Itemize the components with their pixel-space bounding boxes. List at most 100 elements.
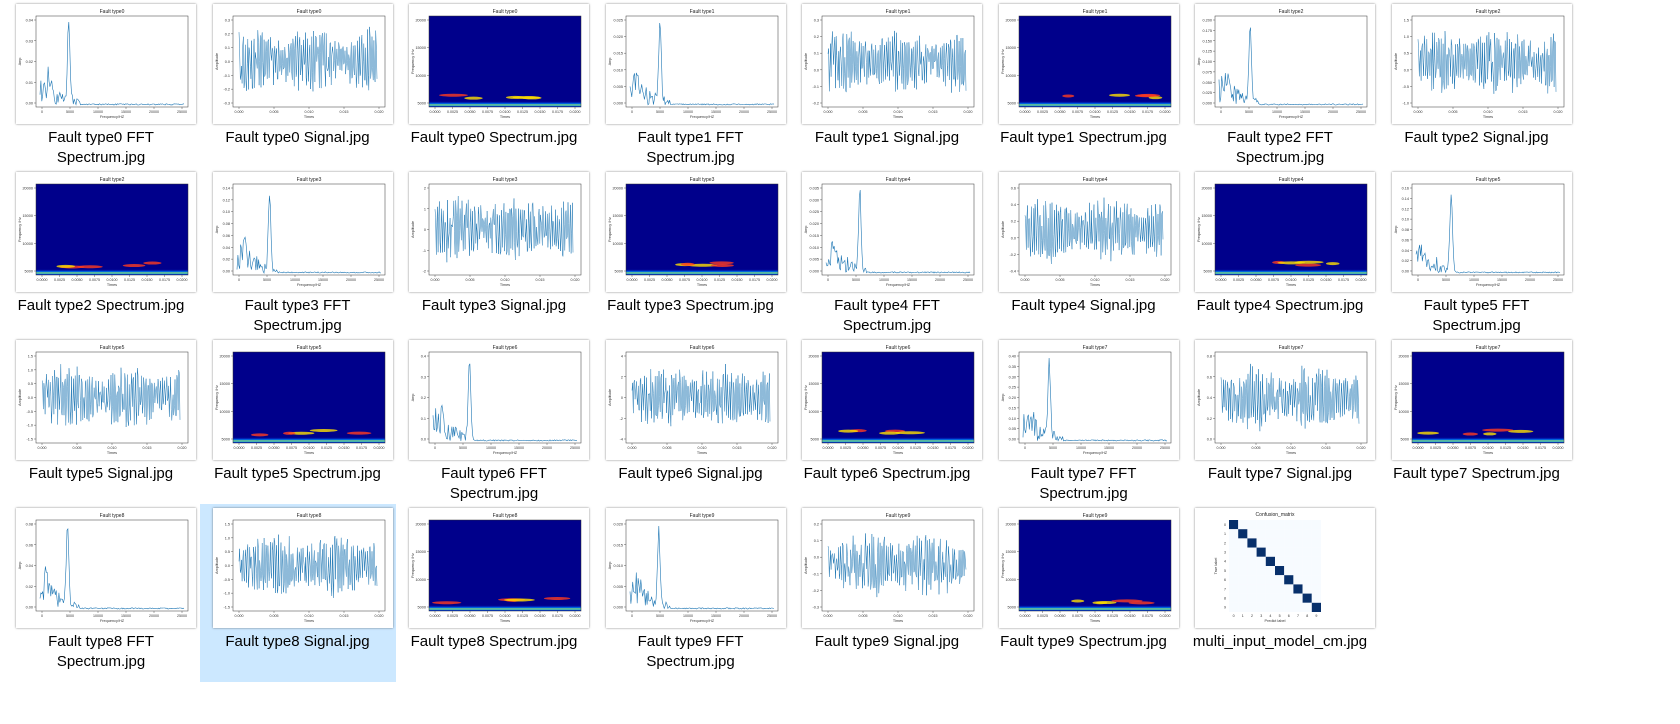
file-thumbnail[interactable]: Fault type3 20000 15000 10000 5000 0.0000 0.00… xyxy=(605,172,786,292)
file-tile-multi-input-model-cm-jpg[interactable]: Confusion_matrix 0 0 1 1 2 2 3 3 4 4 5 5 6 6 7 7 8 8 9 9 Pred… xyxy=(1182,504,1378,682)
file-tile-fault-type7-signal-jpg[interactable]: Fault type7 0.8 0.6 0.4 0.2 0.0 0.000 0.005 0.01… xyxy=(1182,336,1378,514)
file-tile-fault-type5-fft-spectrum-jpg[interactable]: Fault type5 0.16 0.14 0.12 0.10 0.08 0.06 0.04 0… xyxy=(1379,168,1575,346)
file-name-label[interactable]: Fault type7 FFT Spectrum.jpg xyxy=(1030,465,1137,502)
file-thumbnail[interactable]: Fault type3 2 1 0 -1 -2 0.000 0.005 0.010 0.015 0.… xyxy=(409,172,589,292)
file-name-label[interactable]: Fault type7 Signal.jpg xyxy=(1207,465,1353,482)
file-thumbnail[interactable]: Fault type0 0.3 0.2 0.1 0.0 -0.1 -0.2 -0.3 0.000… xyxy=(212,4,393,124)
file-name-label[interactable]: Fault type9 FFT Spectrum.jpg xyxy=(637,633,744,670)
file-thumbnail[interactable]: Fault type0 20000 15000 10000 5000 0.0000 0.00… xyxy=(409,4,589,124)
x-tick-label: 0.0125 xyxy=(714,278,725,282)
file-thumbnail[interactable]: Fault type6 0.4 0.3 0.2 0.1 0.0 0 5000 10000 1500… xyxy=(409,340,589,460)
file-name-label[interactable]: Fault type4 FFT Spectrum.jpg xyxy=(834,297,940,334)
file-name-label[interactable]: Fault type5 FFT Spectrum.jpg xyxy=(1423,297,1530,334)
file-name-label[interactable]: Fault type6 Signal.jpg xyxy=(618,465,763,482)
file-name-label[interactable]: Fault type7 Spectrum.jpg xyxy=(1393,465,1560,482)
file-tile-fault-type0-spectrum-jpg[interactable]: Fault type0 20000 15000 10000 5000 0.0000 0.00… xyxy=(396,0,592,178)
file-thumbnail[interactable]: Fault type9 20000 15000 10000 5000 0.0000 0.00… xyxy=(998,508,1179,628)
file-name-label[interactable]: multi_input_model_cm.jpg xyxy=(1192,633,1368,650)
file-thumbnail[interactable]: Fault type2 20000 15000 10000 5000 0.0000 0.00… xyxy=(16,172,196,292)
file-name-label[interactable]: Fault type0 Signal.jpg xyxy=(225,129,370,146)
y-tick-label: 5000 xyxy=(25,270,33,274)
file-thumbnail[interactable]: Fault type5 20000 15000 10000 5000 0.0000 0.00… xyxy=(212,340,393,460)
file-tile-fault-type9-fft-spectrum-jpg[interactable]: Fault type9 0.020 0.015 0.010 0.005 0.000 0 500… xyxy=(593,504,789,682)
file-thumbnail[interactable]: Fault type8 20000 15000 10000 5000 0.0000 0.00… xyxy=(409,508,589,628)
file-name-label[interactable]: Fault type2 Signal.jpg xyxy=(1404,129,1549,146)
file-tile-fault-type8-fft-spectrum-jpg[interactable]: Fault type8 0.08 0.06 0.04 0.02 0.00 0 5000 1000… xyxy=(3,504,199,682)
file-thumbnail[interactable]: Fault type4 0.6 0.4 0.2 0.0 -0.2 -0.4 0.000 0.00… xyxy=(998,172,1179,292)
file-thumbnail[interactable]: Fault type5 1.5 1.0 0.5 0.0 -0.5 -1.0 -1.5 0.000… xyxy=(16,340,196,460)
y-tick-label: 10000 xyxy=(415,578,426,582)
file-tile-fault-type8-spectrum-jpg[interactable]: Fault type8 20000 15000 10000 5000 0.0000 0.00… xyxy=(396,504,592,682)
file-thumbnail[interactable]: Fault type7 0.8 0.6 0.4 0.2 0.0 0.000 0.005 0.01… xyxy=(1195,340,1375,460)
file-tile-fault-type2-spectrum-jpg[interactable]: Fault type2 20000 15000 10000 5000 0.0000 0.00… xyxy=(3,168,199,346)
file-name-label[interactable]: Fault type4 Spectrum.jpg xyxy=(1196,297,1364,314)
file-name-label[interactable]: Fault type3 Spectrum.jpg xyxy=(607,297,774,314)
file-thumbnail[interactable]: Fault type6 4 2 0 -2 -4 0.000 0.005 0.010 0.015 0.… xyxy=(605,340,786,460)
file-thumbnail[interactable]: Fault type9 0.2 0.1 0.0 -0.1 -0.2 -0.3 0.000 0.0… xyxy=(802,508,982,628)
file-tile-fault-type1-spectrum-jpg[interactable]: Fault type1 20000 15000 10000 5000 0.0000 0.00… xyxy=(986,0,1182,178)
file-tile-fault-type3-signal-jpg[interactable]: Fault type3 2 1 0 -1 -2 0.000 0.005 0.010 0.015 0.… xyxy=(396,168,592,346)
file-tile-fault-type5-signal-jpg[interactable]: Fault type5 1.5 1.0 0.5 0.0 -0.5 -1.0 -1.5 0.000… xyxy=(3,336,199,514)
file-name-label[interactable]: Fault type8 Signal.jpg xyxy=(225,633,370,650)
file-tile-fault-type9-spectrum-jpg[interactable]: Fault type9 20000 15000 10000 5000 0.0000 0.00… xyxy=(986,504,1182,682)
file-tile-fault-type4-fft-spectrum-jpg[interactable]: Fault type4 0.035 0.030 0.025 0.020 0.015 0.01… xyxy=(789,168,985,346)
file-tile-fault-type5-spectrum-jpg[interactable]: Fault type5 20000 15000 10000 5000 0.0000 0.00… xyxy=(200,336,396,514)
file-name-label[interactable]: Fault type1 FFT Spectrum.jpg xyxy=(637,129,744,166)
file-tile-fault-type6-spectrum-jpg[interactable]: Fault type6 20000 15000 10000 5000 0.0000 0.00… xyxy=(789,336,985,514)
file-name-label[interactable]: Fault type0 FFT Spectrum.jpg xyxy=(48,129,154,166)
file-tile-fault-type2-signal-jpg[interactable]: Fault type2 1.5 1.0 0.5 0.0 -0.5 -1.0 0.000 0.00… xyxy=(1379,0,1575,178)
file-name-label[interactable]: Fault type9 Signal.jpg xyxy=(814,633,960,650)
y-tick-label: 10000 xyxy=(1005,578,1016,582)
x-axis-label: Frequency/HZ xyxy=(296,283,321,287)
file-name-label[interactable]: Fault type0 Spectrum.jpg xyxy=(410,129,578,146)
file-thumbnail[interactable]: Fault type1 20000 15000 10000 5000 0.0000 0.00… xyxy=(998,4,1179,124)
file-tile-fault-type7-spectrum-jpg[interactable]: Fault type7 20000 15000 10000 5000 0.0000 0.00… xyxy=(1379,336,1575,514)
file-name-label[interactable]: Fault type2 Spectrum.jpg xyxy=(17,297,185,314)
file-thumbnail[interactable]: Fault type0 0.04 0.03 0.02 0.01 0.00 0 5000 1000… xyxy=(16,4,196,124)
file-tile-fault-type6-fft-spectrum-jpg[interactable]: Fault type6 0.4 0.3 0.2 0.1 0.0 0 5000 10000 1500… xyxy=(396,336,592,514)
file-thumbnail[interactable]: Fault type8 1.5 1.0 0.5 0.0 -0.5 -1.0 -1.5 0.000… xyxy=(212,508,393,628)
file-name-label[interactable]: Fault type9 Spectrum.jpg xyxy=(1000,633,1167,650)
file-name-label[interactable]: Fault type5 Spectrum.jpg xyxy=(214,465,381,482)
file-thumbnail[interactable]: Confusion_matrix 0 0 1 1 2 2 3 3 4 4 5 5 6 6 7 7 8 8 9 9 Pred… xyxy=(1195,508,1375,628)
file-tile-fault-type8-signal-jpg[interactable]: Fault type8 1.5 1.0 0.5 0.0 -0.5 -1.0 -1.5 0.000… xyxy=(199,504,396,682)
file-tile-fault-type3-fft-spectrum-jpg[interactable]: Fault type3 0.14 0.12 0.10 0.08 0.06 0.04 0.02 0… xyxy=(200,168,396,346)
file-name-label[interactable]: Fault type3 Signal.jpg xyxy=(421,297,567,314)
file-tile-fault-type0-fft-spectrum-jpg[interactable]: Fault type0 0.04 0.03 0.02 0.01 0.00 0 5000 1000… xyxy=(3,0,199,178)
file-thumbnail[interactable]: Fault type2 1.5 1.0 0.5 0.0 -0.5 -1.0 0.000 0.00… xyxy=(1391,4,1572,124)
file-thumbnail[interactable]: Fault type3 0.14 0.12 0.10 0.08 0.06 0.04 0.02 0… xyxy=(212,172,393,292)
file-tile-fault-type0-signal-jpg[interactable]: Fault type0 0.3 0.2 0.1 0.0 -0.1 -0.2 -0.3 0.000… xyxy=(200,0,396,178)
file-thumbnail[interactable]: Fault type4 20000 15000 10000 5000 0.0000 0.00… xyxy=(1195,172,1375,292)
file-thumbnail[interactable]: Fault type8 0.08 0.06 0.04 0.02 0.00 0 5000 1000… xyxy=(16,508,196,628)
file-thumbnail[interactable]: Fault type1 0.3 0.2 0.1 0.0 -0.1 -0.2 0.000 0.00… xyxy=(802,4,982,124)
file-tile-fault-type7-fft-spectrum-jpg[interactable]: Fault type7 0.40 0.35 0.30 0.25 0.20 0.15 0.10 0… xyxy=(986,336,1182,514)
file-thumbnail[interactable]: Fault type7 0.40 0.35 0.30 0.25 0.20 0.15 0.10 0… xyxy=(998,340,1179,460)
file-tile-fault-type1-signal-jpg[interactable]: Fault type1 0.3 0.2 0.1 0.0 -0.1 -0.2 0.000 0.00… xyxy=(789,0,985,178)
file-tile-fault-type4-spectrum-jpg[interactable]: Fault type4 20000 15000 10000 5000 0.0000 0.00… xyxy=(1182,168,1378,346)
file-name-label[interactable]: Fault type1 Spectrum.jpg xyxy=(1000,129,1167,146)
file-thumbnail[interactable]: Fault type7 20000 15000 10000 5000 0.0000 0.00… xyxy=(1391,340,1572,460)
file-name-label[interactable]: Fault type3 FFT Spectrum.jpg xyxy=(244,297,351,334)
file-name-label[interactable]: Fault type6 Spectrum.jpg xyxy=(803,465,971,482)
file-tile-fault-type1-fft-spectrum-jpg[interactable]: Fault type1 0.025 0.020 0.015 0.010 0.005 0.00… xyxy=(593,0,789,178)
file-name-label[interactable]: Fault type5 Signal.jpg xyxy=(28,465,174,482)
file-tile-fault-type6-signal-jpg[interactable]: Fault type6 4 2 0 -2 -4 0.000 0.005 0.010 0.015 0.… xyxy=(593,336,789,514)
file-tile-fault-type2-fft-spectrum-jpg[interactable]: Fault type2 0.200 0.175 0.150 0.125 0.100 0.07… xyxy=(1182,0,1378,178)
file-thumbnail[interactable]: Fault type9 0.020 0.015 0.010 0.005 0.000 0 500… xyxy=(605,508,786,628)
file-name-label[interactable]: Fault type1 Signal.jpg xyxy=(814,129,960,146)
file-thumbnail[interactable]: Fault type5 0.16 0.14 0.12 0.10 0.08 0.06 0.04 0… xyxy=(1391,172,1572,292)
file-name-label[interactable]: Fault type6 FFT Spectrum.jpg xyxy=(441,465,547,502)
y-tick-label: 0.4 xyxy=(1207,396,1212,400)
file-thumbnail[interactable]: Fault type1 0.025 0.020 0.015 0.010 0.005 0.00… xyxy=(605,4,786,124)
x-tick-label: 25000 xyxy=(1160,446,1170,450)
file-thumbnail[interactable]: Fault type2 0.200 0.175 0.150 0.125 0.100 0.07… xyxy=(1195,4,1375,124)
file-tile-fault-type3-spectrum-jpg[interactable]: Fault type3 20000 15000 10000 5000 0.0000 0.00… xyxy=(593,168,789,346)
file-thumbnail[interactable]: Fault type4 0.035 0.030 0.025 0.020 0.015 0.01… xyxy=(802,172,982,292)
file-tile-fault-type4-signal-jpg[interactable]: Fault type4 0.6 0.4 0.2 0.0 -0.2 -0.4 0.000 0.00… xyxy=(986,168,1182,346)
file-thumbnail[interactable]: Fault type6 20000 15000 10000 5000 0.0000 0.00… xyxy=(802,340,982,460)
file-name-label[interactable]: Fault type4 Signal.jpg xyxy=(1011,297,1156,314)
file-name-label[interactable]: Fault type8 FFT Spectrum.jpg xyxy=(48,633,154,670)
file-name-label[interactable]: Fault type8 Spectrum.jpg xyxy=(410,633,578,650)
file-name-label[interactable]: Fault type2 FFT Spectrum.jpg xyxy=(1227,129,1333,166)
file-tile-fault-type9-signal-jpg[interactable]: Fault type9 0.2 0.1 0.0 -0.1 -0.2 -0.3 0.000 0.0… xyxy=(789,504,985,682)
